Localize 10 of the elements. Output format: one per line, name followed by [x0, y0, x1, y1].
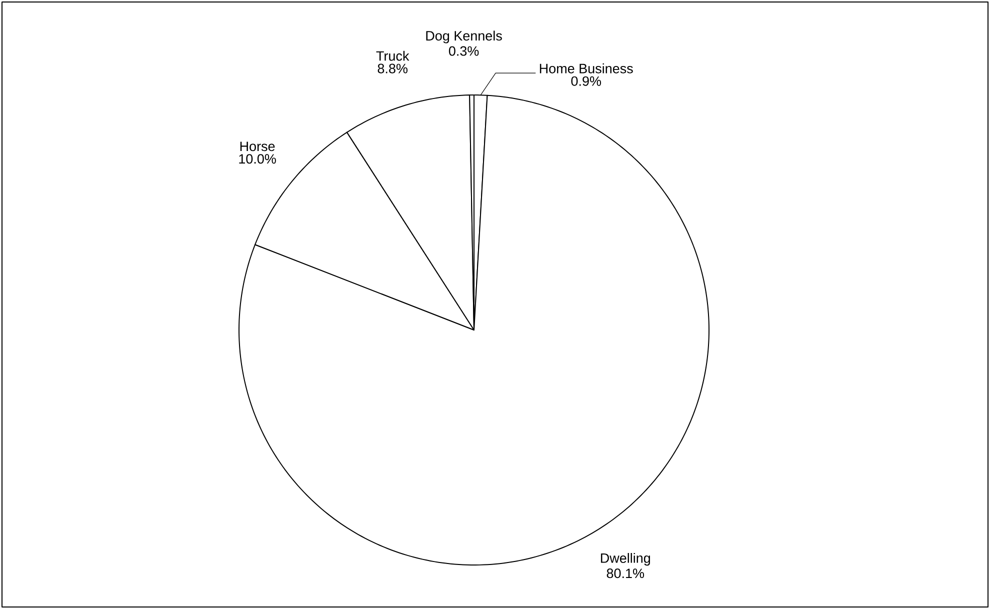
data-label: 0.3% — [448, 46, 479, 56]
slice-label: Home Business — [540, 63, 633, 74]
slice-label: Horse — [240, 142, 275, 152]
data-label: 10.0% — [239, 154, 276, 164]
data-label: 0.9% — [571, 76, 602, 86]
data-label: 80.1% — [606, 568, 644, 578]
data-label: 8.8% — [378, 64, 408, 74]
slice-label: Dog Kennels — [426, 30, 502, 44]
slice-label: Truck — [376, 50, 410, 61]
slice-label: Dwelling — [600, 552, 650, 566]
